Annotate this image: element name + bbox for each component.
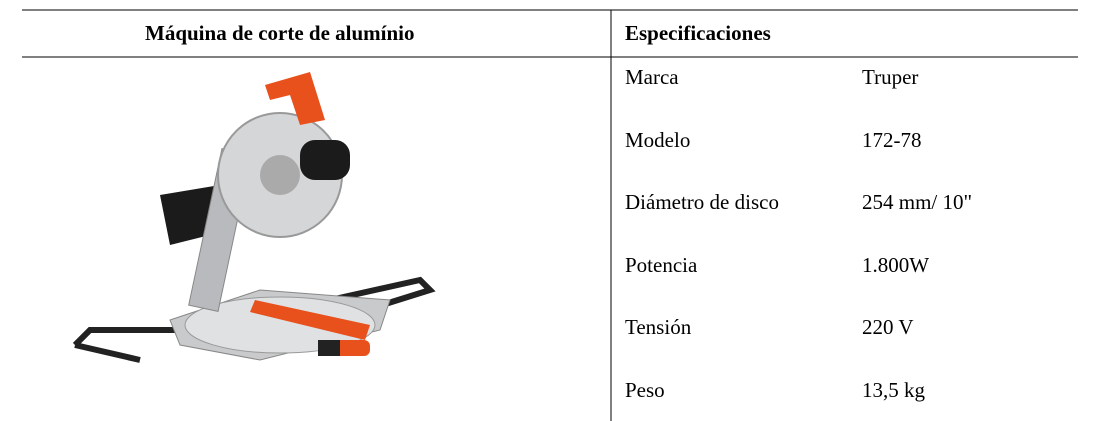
spec-label: Potencia bbox=[625, 253, 698, 277]
spec-label: Marca bbox=[625, 65, 679, 89]
spec-value: 13,5 kg bbox=[862, 378, 925, 402]
spec-value: 1.800W bbox=[862, 253, 930, 277]
spec-label: Modelo bbox=[625, 128, 691, 152]
header-cell: Máquina de corte de alumínio bbox=[145, 21, 415, 45]
spec-value: 220 V bbox=[862, 315, 914, 339]
spec-value: Truper bbox=[862, 65, 919, 89]
saw-illustration bbox=[72, 72, 436, 363]
spec-label: Diámetro de disco bbox=[625, 190, 779, 214]
header-cell: Especificaciones bbox=[625, 21, 771, 45]
spec-value: 254 mm/ 10" bbox=[862, 190, 973, 214]
spec-label: Tensión bbox=[625, 315, 692, 339]
spec-value: 172-78 bbox=[862, 128, 922, 152]
spec-label: Peso bbox=[625, 378, 665, 402]
